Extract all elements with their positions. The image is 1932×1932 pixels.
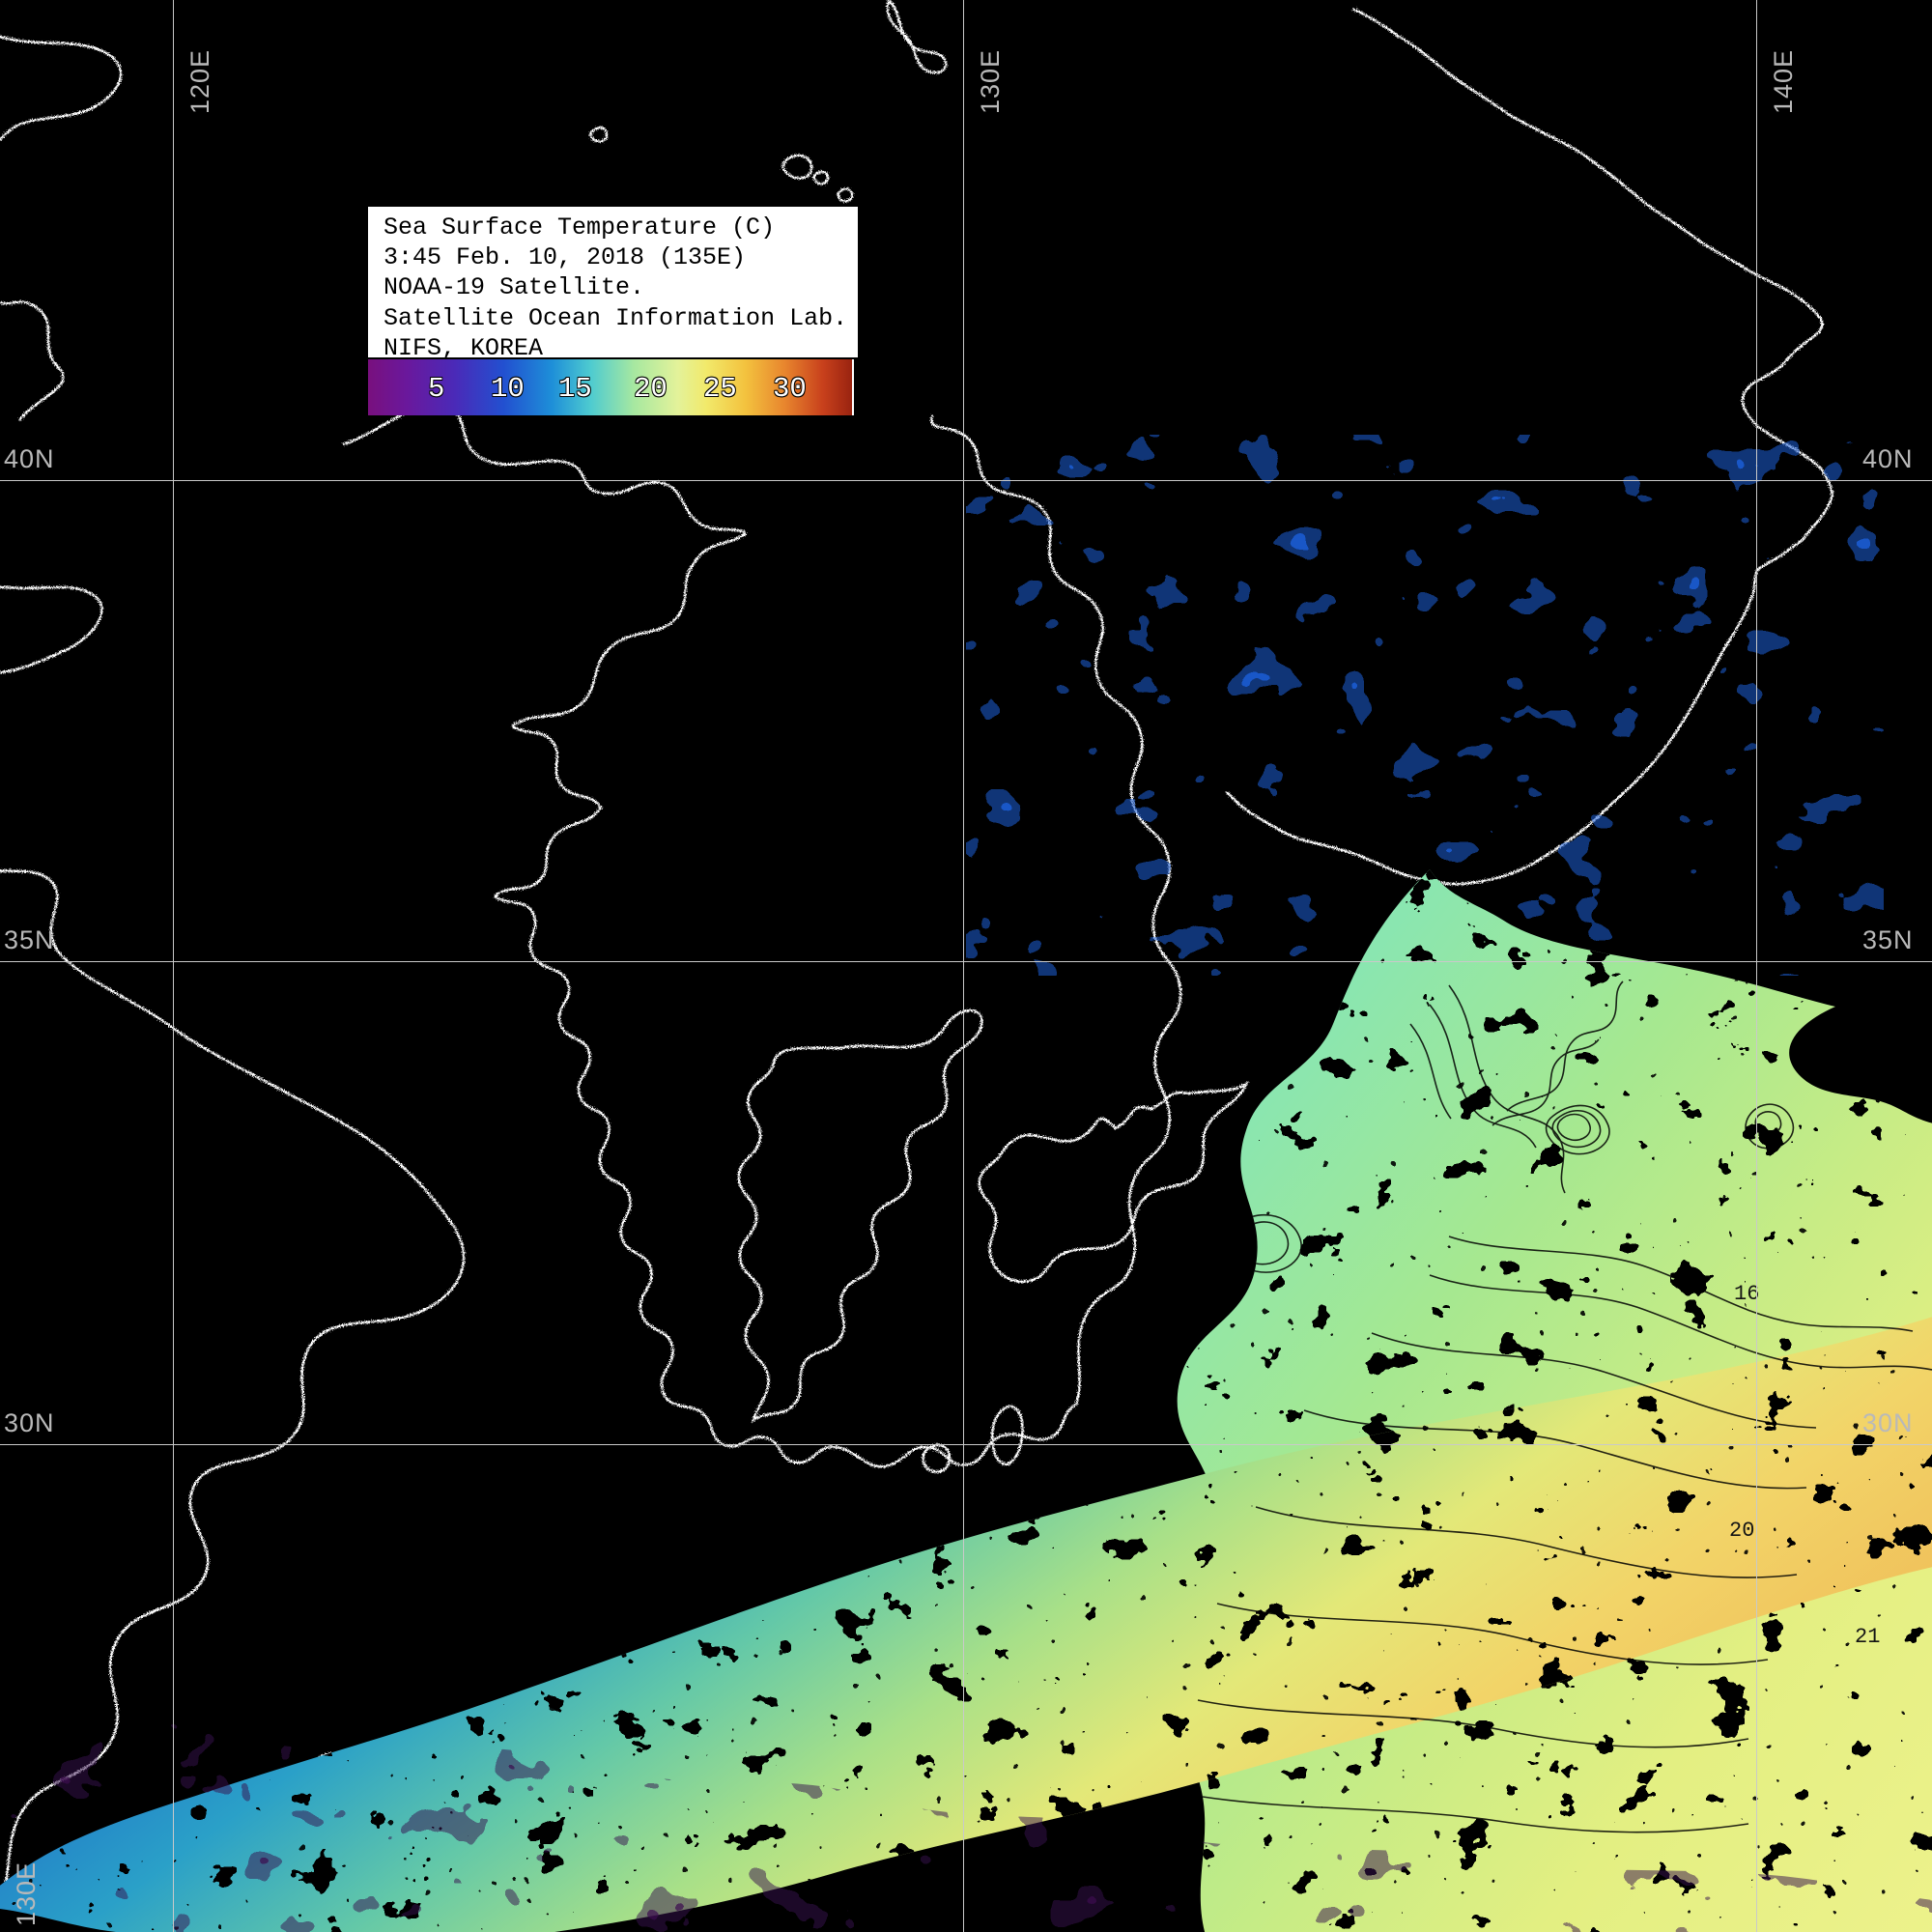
svg-text:21: 21 [1855,1625,1880,1649]
svg-text:20: 20 [1729,1519,1754,1543]
